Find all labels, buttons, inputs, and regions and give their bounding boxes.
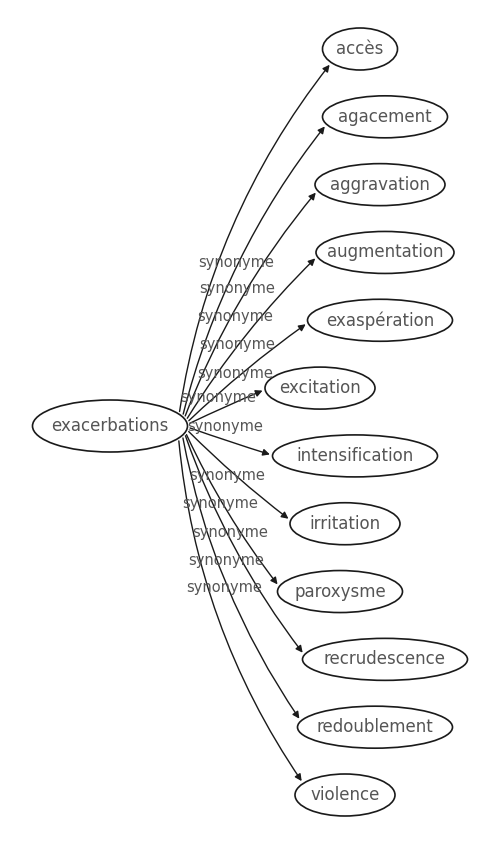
- FancyArrowPatch shape: [190, 391, 261, 423]
- Ellipse shape: [272, 435, 438, 477]
- Text: synonyme: synonyme: [189, 468, 265, 483]
- Text: violence: violence: [310, 786, 380, 804]
- Text: synonyme: synonyme: [188, 553, 264, 568]
- Text: irritation: irritation: [310, 515, 381, 533]
- Ellipse shape: [298, 706, 453, 748]
- Ellipse shape: [278, 570, 402, 613]
- FancyArrowPatch shape: [189, 431, 287, 517]
- Text: accès: accès: [336, 40, 384, 58]
- Text: synonyme: synonyme: [199, 281, 275, 296]
- Text: augmentation: augmentation: [327, 243, 443, 261]
- Text: synonyme: synonyme: [192, 525, 268, 540]
- FancyArrowPatch shape: [183, 438, 298, 717]
- Text: synonyme: synonyme: [180, 391, 256, 405]
- Ellipse shape: [265, 367, 375, 409]
- Text: synonyme: synonyme: [197, 366, 273, 380]
- Ellipse shape: [302, 638, 468, 680]
- Ellipse shape: [290, 503, 400, 545]
- Text: recrudescence: recrudescence: [324, 650, 446, 668]
- FancyArrowPatch shape: [189, 325, 304, 420]
- Text: excitation: excitation: [279, 379, 361, 397]
- FancyArrowPatch shape: [187, 260, 314, 418]
- Ellipse shape: [323, 28, 398, 70]
- Text: synonyme: synonyme: [199, 254, 274, 270]
- Text: synonyme: synonyme: [187, 420, 263, 435]
- Text: synonyme: synonyme: [182, 496, 258, 511]
- FancyArrowPatch shape: [190, 428, 269, 455]
- Text: exaspération: exaspération: [326, 311, 434, 329]
- Text: paroxysme: paroxysme: [294, 583, 386, 601]
- Text: exacerbations: exacerbations: [51, 417, 169, 435]
- Ellipse shape: [316, 231, 454, 273]
- Ellipse shape: [32, 400, 187, 452]
- Text: intensification: intensification: [297, 447, 413, 465]
- FancyArrowPatch shape: [186, 435, 277, 583]
- Text: aggravation: aggravation: [330, 175, 430, 194]
- Text: synonyme: synonyme: [186, 580, 262, 595]
- Text: agacement: agacement: [338, 108, 432, 126]
- FancyArrowPatch shape: [179, 441, 301, 780]
- Ellipse shape: [308, 300, 453, 341]
- FancyArrowPatch shape: [185, 436, 302, 652]
- FancyArrowPatch shape: [180, 66, 328, 412]
- Ellipse shape: [323, 96, 448, 138]
- FancyArrowPatch shape: [185, 194, 315, 416]
- Text: synonyme: synonyme: [197, 309, 273, 324]
- FancyArrowPatch shape: [183, 128, 324, 414]
- Text: synonyme: synonyme: [199, 337, 275, 352]
- Text: redoublement: redoublement: [317, 718, 433, 736]
- Ellipse shape: [315, 163, 445, 206]
- Ellipse shape: [295, 774, 395, 816]
